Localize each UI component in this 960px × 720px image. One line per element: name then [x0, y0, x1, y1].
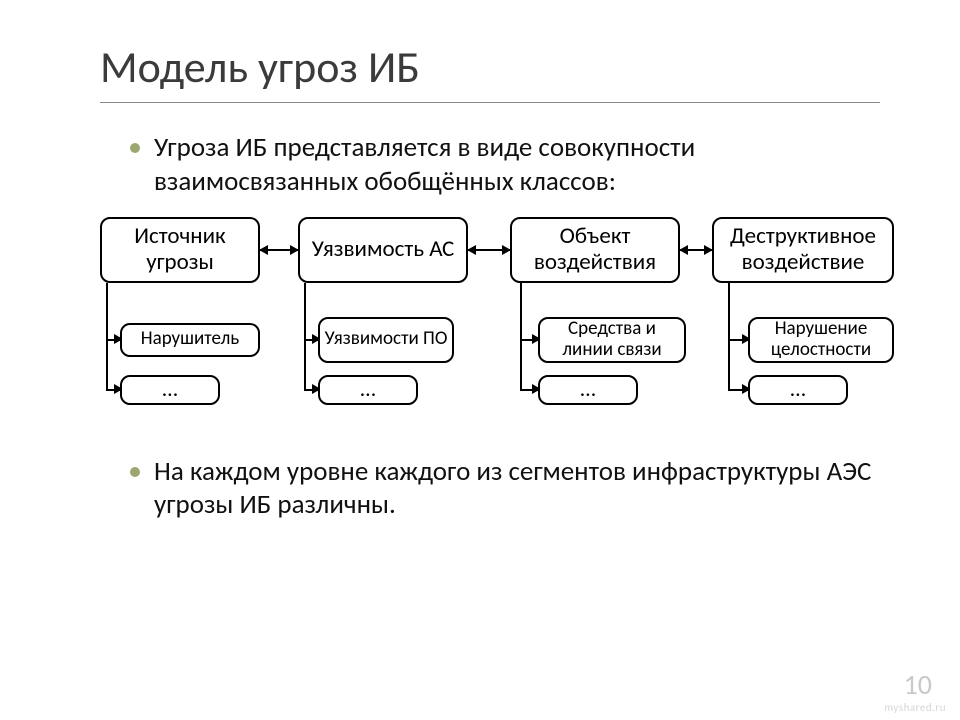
bullet-dot-icon: [130, 467, 140, 477]
diagram-node-n4: Деструктивное воздействие: [712, 217, 894, 283]
page-number: 10: [904, 667, 932, 702]
bullet-dot-icon: [130, 143, 140, 153]
threat-model-diagram: Источник угрозы Уязвимость АС Объект возде…: [100, 217, 890, 437]
diagram-double-arrow: [260, 249, 298, 251]
bullet-text: Угроза ИБ представляется в виде совокупн…: [154, 131, 880, 199]
diagram-connector: [520, 283, 540, 391]
diagram-node-n2: Уязвимость АС: [298, 217, 468, 283]
diagram-node-n3a: Средства и линии связи: [538, 317, 686, 363]
bullet-item: На каждом уровне каждого из сегментов ин…: [130, 455, 880, 523]
diagram-node-n1a: Нарушитель: [120, 323, 260, 357]
diagram-node-n1: Источник угрозы: [100, 217, 260, 283]
bullet-text: На каждом уровне каждого из сегментов ин…: [154, 455, 880, 523]
diagram-node-n2a: Уязвимости ПО: [318, 317, 454, 363]
diagram-node-n1b: …: [120, 375, 220, 405]
diagram-node-n4b: …: [748, 375, 848, 405]
diagram-node-n3: Объект воздействия: [510, 217, 680, 283]
bullet-item: Угроза ИБ представляется в виде совокупн…: [130, 131, 880, 199]
slide: Модель угроз ИБ Угроза ИБ представляется…: [0, 0, 960, 720]
diagram-double-arrow: [680, 249, 712, 251]
diagram-double-arrow: [468, 249, 510, 251]
diagram-node-n2b: …: [318, 375, 418, 405]
slide-title: Модель угроз ИБ: [100, 40, 880, 103]
diagram-node-n4a: Нарушение целостности: [748, 317, 894, 363]
diagram-connector: [728, 283, 750, 391]
watermark: myshared.ru: [884, 701, 946, 714]
diagram-node-n3b: …: [538, 375, 638, 405]
